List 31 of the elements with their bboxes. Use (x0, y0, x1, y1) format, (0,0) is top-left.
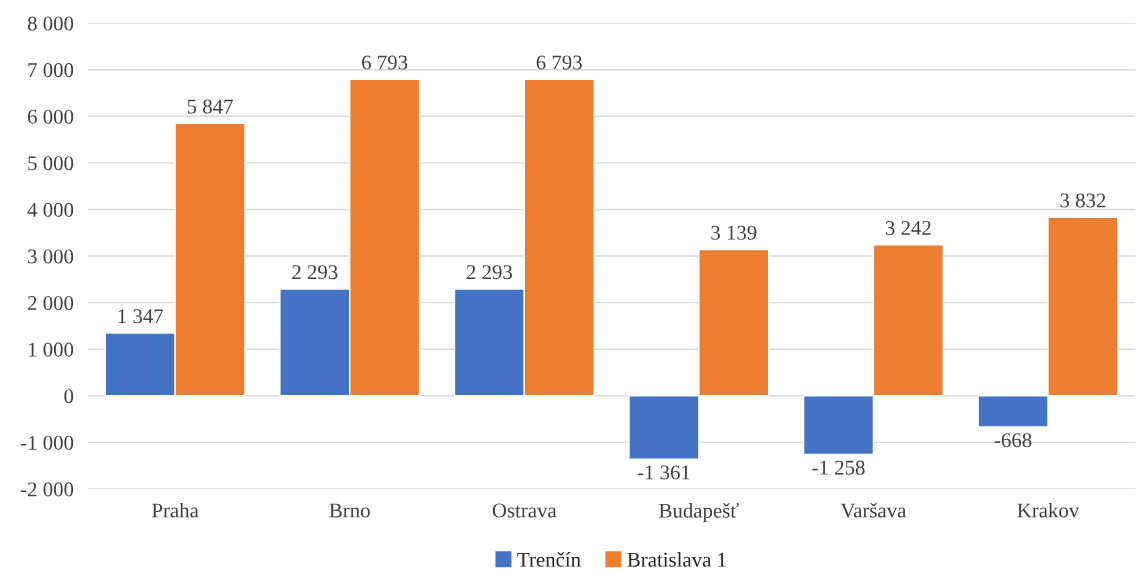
y-tick-label: 8 000 (27, 16, 74, 31)
x-tick-label: Brno (329, 503, 370, 518)
y-tick-label: -1 000 (20, 435, 74, 450)
data-label: -1 258 (812, 460, 865, 475)
y-tick-label: 4 000 (27, 202, 74, 217)
x-tick-label: Varšava (840, 502, 907, 518)
data-label: 3 242 (885, 220, 931, 235)
data-label: -668 (994, 433, 1032, 448)
data-label: 5 847 (187, 99, 233, 114)
x-tick-label: Budapešť (659, 502, 739, 522)
y-tick-label: 0 (64, 389, 74, 404)
data-label: -1 361 (637, 465, 690, 480)
x-tick-label: Ostrava (492, 503, 557, 518)
data-label: 1 347 (118, 309, 164, 324)
data-label: 3 139 (711, 225, 757, 240)
data-label: 6 793 (362, 55, 408, 70)
y-tick-label: 2 000 (28, 296, 74, 311)
legend-label: Trenčín (517, 552, 581, 567)
data-label: 2 293 (466, 265, 512, 280)
x-tick-label: Praha (152, 502, 199, 518)
data-label: 6 793 (536, 55, 582, 70)
y-tick-label: 1 000 (28, 342, 74, 357)
legend-label: Bratislava 1 (627, 552, 726, 567)
data-label: 3 832 (1060, 193, 1106, 208)
y-tick-label: 6 000 (27, 109, 74, 124)
y-tick-label: 7 000 (28, 63, 74, 78)
y-tick-label: 5 000 (28, 156, 74, 171)
x-tick-label: Krakov (1017, 502, 1080, 518)
data-label: 2 293 (292, 265, 338, 280)
y-tick-label: 3 000 (28, 249, 74, 264)
y-tick-label: -2 000 (20, 482, 74, 497)
